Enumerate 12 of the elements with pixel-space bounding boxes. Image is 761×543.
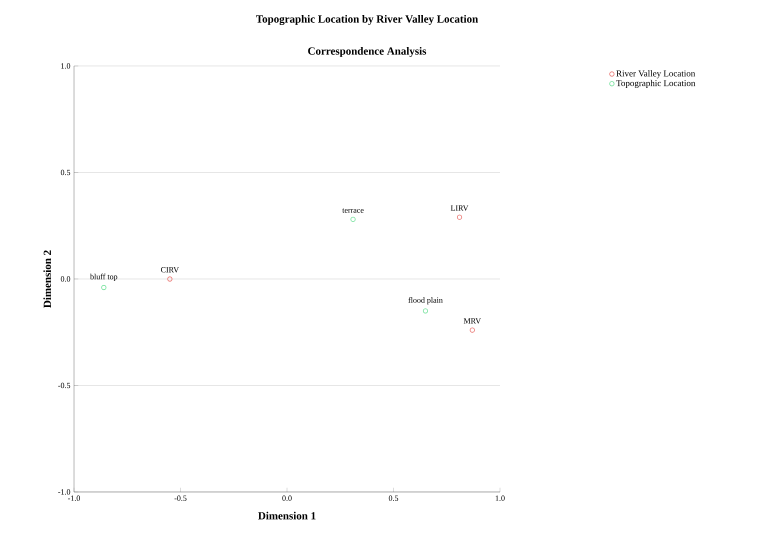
point: [167, 276, 172, 282]
point: [470, 328, 475, 333]
legend-label: River Valley Location: [616, 70, 696, 78]
legend-label: Topographic Location: [616, 80, 696, 88]
point: [350, 216, 356, 222]
x-axis-title: Dimension 1: [258, 512, 316, 520]
chart-subtitle: Correspondence Analysis: [308, 47, 426, 57]
point: [101, 284, 106, 290]
point: [422, 308, 428, 314]
chart-title: Topographic Location by River Valley Location: [256, 14, 478, 26]
y-axis-title: Dimension 2: [43, 250, 52, 308]
point: [456, 214, 462, 220]
